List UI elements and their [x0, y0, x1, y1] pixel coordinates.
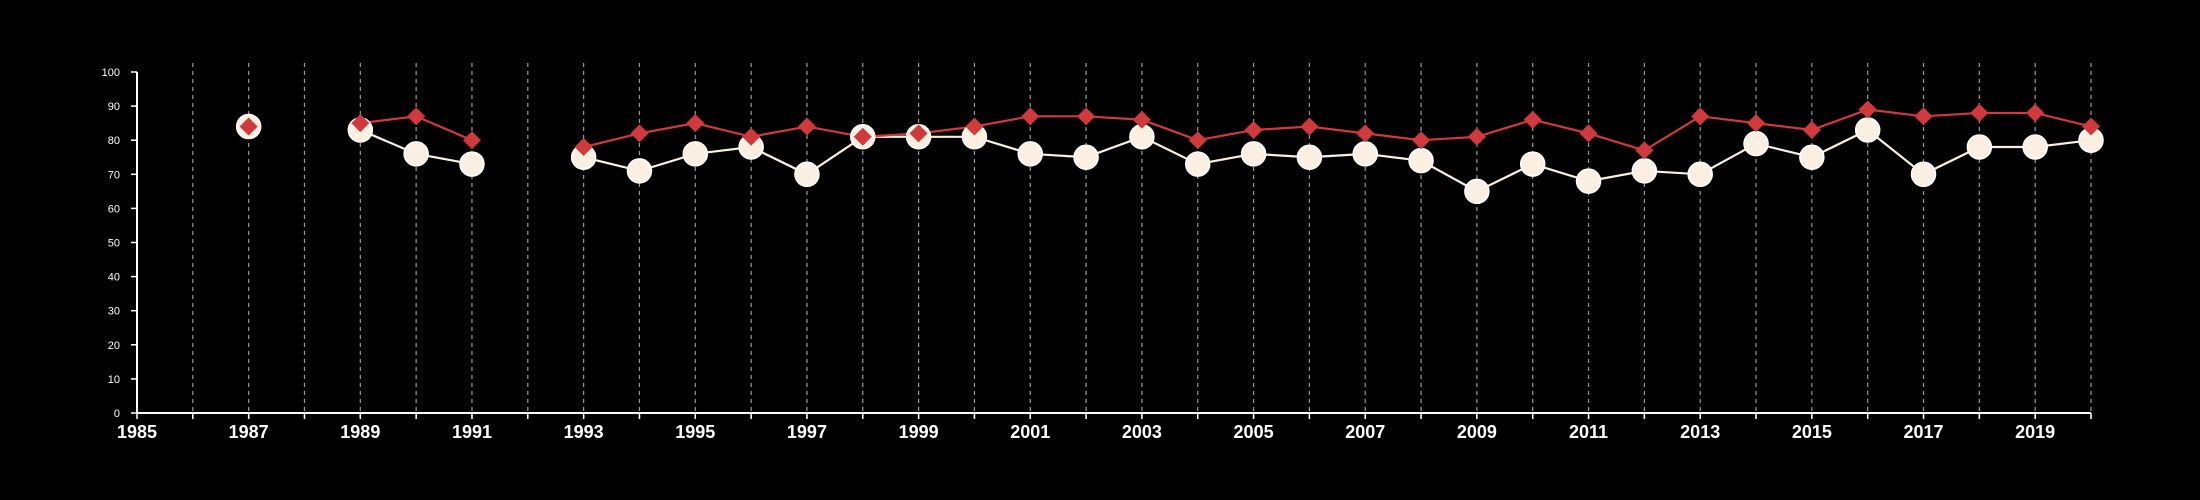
point-circle-2002: [1073, 144, 1099, 170]
point-circle-1990: [403, 141, 429, 167]
point-diamond-2001: [1021, 107, 1040, 126]
y-tick-label-20: 20: [108, 340, 120, 352]
point-diamond-1990: [407, 107, 426, 126]
point-diamond-1989: [351, 114, 370, 133]
x-tick-label-1997: 1997: [787, 422, 827, 442]
point-circle-2001: [1017, 141, 1044, 167]
point-circle-1995: [682, 141, 709, 167]
point-circle-2018: [1966, 134, 1993, 160]
point-diamond-2014: [1747, 114, 1766, 133]
point-diamond-1999: [909, 124, 928, 143]
point-diamond-2003: [1132, 110, 1151, 129]
y-tick-label-50: 50: [108, 238, 120, 250]
point-circle-2014: [1743, 130, 1769, 157]
point-circle-1994: [626, 158, 653, 184]
point-circle-2019: [2022, 134, 2048, 160]
point-diamond-2002: [1077, 107, 1096, 126]
series-layer: [235, 100, 2104, 205]
y-tick-label-40: 40: [108, 272, 120, 284]
point-diamond-2009: [1467, 127, 1486, 146]
x-tick-label-2015: 2015: [1792, 422, 1832, 442]
point-circle-2010: [1519, 151, 1546, 177]
point-diamond-2012: [1635, 141, 1654, 160]
point-circle-2016: [1854, 117, 1881, 143]
point-circle-2006: [1296, 144, 1323, 170]
point-diamond-2005: [1244, 120, 1263, 139]
point-circle-1991: [459, 151, 485, 177]
point-diamond-2016: [1858, 100, 1877, 119]
point-diamond-2011: [1579, 124, 1598, 143]
x-tick-label-2007: 2007: [1345, 422, 1385, 442]
point-circle-2011: [1575, 168, 1602, 194]
point-circle-2005: [1240, 141, 1267, 167]
point-diamond-2000: [965, 117, 984, 136]
point-circle-2012: [1631, 158, 1658, 184]
point-diamond-2020: [2082, 117, 2100, 136]
x-tick-label-1991: 1991: [452, 422, 492, 442]
y-tick-label-0: 0: [114, 408, 120, 420]
point-diamond-1996: [742, 127, 761, 146]
x-tick-label-1987: 1987: [229, 422, 269, 442]
y-tick-label-80: 80: [108, 135, 120, 147]
point-circle-2009: [1464, 178, 1490, 205]
point-diamond-2007: [1356, 124, 1375, 143]
x-tick-label-2013: 2013: [1680, 422, 1720, 442]
point-diamond-2015: [1802, 120, 1821, 139]
point-circle-2015: [1799, 144, 1825, 170]
x-tick-label-2005: 2005: [1234, 422, 1274, 442]
x-tick-label-2011: 2011: [1569, 422, 1608, 442]
x-tick-label-2009: 2009: [1457, 422, 1497, 442]
x-tick-label-1995: 1995: [675, 422, 715, 442]
x-tick-label-1985: 1985: [117, 422, 157, 442]
y-tick-label-90: 90: [108, 101, 120, 113]
point-circle-2008: [1408, 147, 1434, 174]
point-diamond-1998: [853, 127, 872, 146]
y-tick-label-70: 70: [108, 169, 120, 181]
point-diamond-2010: [1523, 110, 1542, 129]
point-circle-2013: [1687, 161, 1713, 188]
point-diamond-2004: [1188, 131, 1207, 150]
series-diamond-line-2: [583, 108, 2092, 152]
point-diamond-2013: [1691, 107, 1710, 126]
point-diamond-1993: [574, 138, 593, 157]
point-diamond-2017: [1914, 107, 1933, 126]
y-tick-label-60: 60: [108, 203, 120, 215]
x-tick-label-1989: 1989: [340, 422, 380, 442]
point-diamond-2008: [1412, 131, 1431, 150]
point-diamond-2018: [1970, 103, 1989, 122]
point-diamond-2006: [1300, 117, 1319, 136]
point-circle-2007: [1352, 141, 1378, 167]
x-tick-label-2003: 2003: [1122, 422, 1162, 442]
point-circle-1997: [794, 161, 820, 188]
point-diamond-1991: [462, 131, 481, 150]
series-circle-line-2: [583, 128, 2092, 193]
y-tick-label-30: 30: [108, 306, 120, 318]
point-diamond-1997: [797, 117, 816, 136]
point-diamond-1987: [239, 117, 258, 136]
x-tick-label-1999: 1999: [899, 422, 939, 442]
x-tick-label-1993: 1993: [564, 422, 604, 442]
point-circle-2004: [1184, 151, 1211, 177]
y-tick-label-100: 100: [102, 67, 120, 79]
point-diamond-1994: [630, 124, 649, 143]
x-tick-label-2001: 2001: [1010, 422, 1050, 442]
point-diamond-1995: [686, 114, 705, 133]
point-diamond-2019: [2026, 103, 2045, 122]
y-tick-label-10: 10: [108, 374, 120, 386]
axis-layer: 0 10 20 30 40 50 60 70 80 90 100 1985 1987 1989 1991 19…: [102, 67, 2092, 442]
x-tick-label-2017: 2017: [1903, 422, 1943, 442]
x-tick-label-2019: 2019: [2015, 422, 2055, 442]
point-circle-2017: [1910, 161, 1937, 188]
